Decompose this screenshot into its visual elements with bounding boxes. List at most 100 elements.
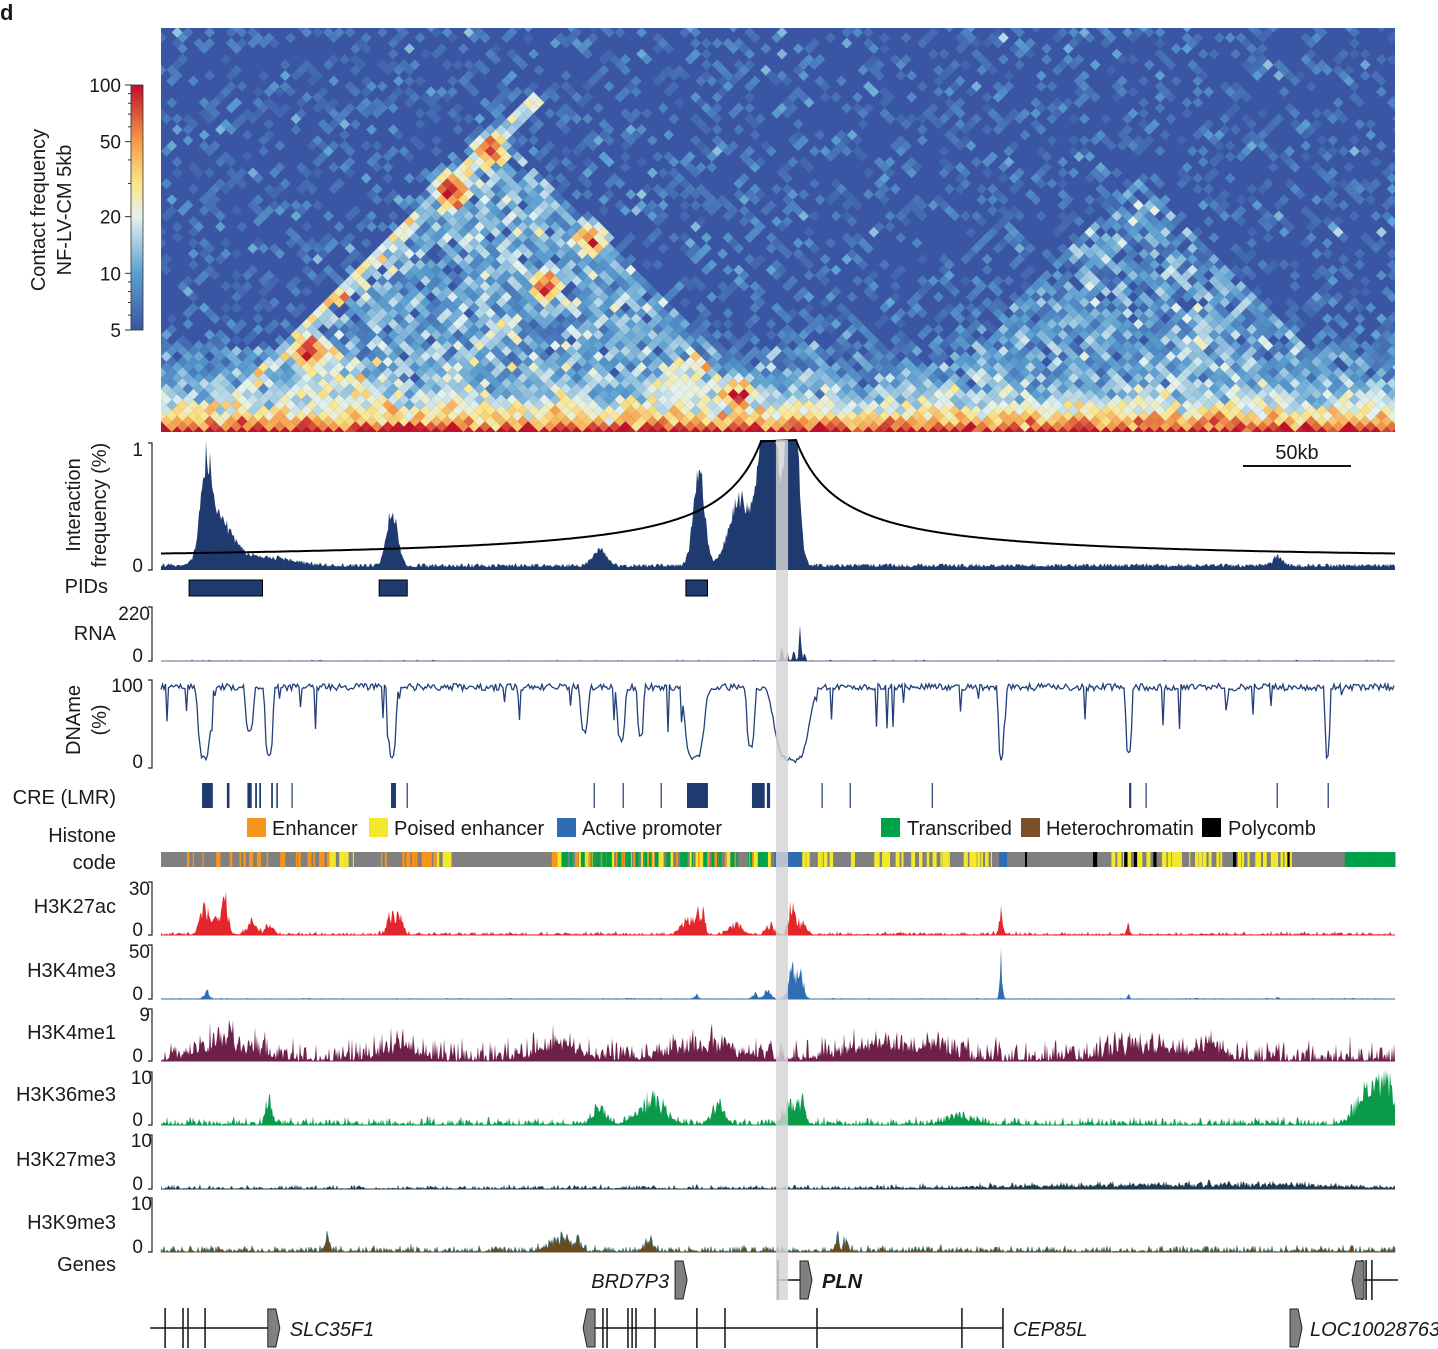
heatmap-cell — [571, 297, 583, 308]
heatmap-cell — [360, 324, 372, 335]
heatmap-cell — [495, 286, 507, 297]
heatmap-cell — [107, 362, 118, 373]
heatmap-cell — [296, 334, 307, 346]
heatmap-cell — [69, 313, 80, 324]
heatmap-cell — [431, 232, 442, 243]
heatmap-cell — [506, 70, 518, 81]
heatmap-cell — [4, 259, 15, 270]
heatmap-cell — [198, 421, 210, 432]
heatmap-cell — [48, 400, 59, 411]
heatmap-cell — [684, 162, 696, 173]
heatmap-cell — [231, 334, 242, 346]
heatmap-cell — [447, 151, 458, 162]
heatmap-cell — [539, 145, 550, 157]
heatmap-cell — [150, 211, 161, 222]
heatmap-cell — [506, 318, 518, 330]
heatmap-cell — [479, 216, 491, 227]
heatmap-cell — [387, 102, 399, 114]
heatmap-cell — [393, 421, 404, 432]
heatmap-cell — [215, 351, 226, 362]
heatmap-cell — [85, 243, 96, 254]
heatmap-cell — [48, 367, 59, 378]
heatmap-cell — [139, 427, 150, 438]
heatmap-cell — [285, 226, 296, 238]
heatmap-cell — [258, 405, 269, 416]
heatmap-cell — [555, 324, 566, 335]
heatmap-cell — [404, 237, 415, 249]
heatmap-cell — [555, 108, 566, 119]
heatmap-cell — [701, 37, 712, 49]
heatmap-cell — [242, 334, 253, 346]
heatmap-cell — [96, 351, 107, 362]
heatmap-cell — [236, 405, 248, 416]
heatmap-cell — [749, 75, 761, 87]
heatmap-cell — [58, 313, 69, 324]
heatmap-cell — [198, 270, 210, 281]
heatmap-cell — [333, 178, 345, 189]
heatmap-cell — [225, 102, 237, 114]
heatmap-cell — [53, 286, 64, 297]
heatmap-cell — [404, 280, 415, 292]
heatmap-cell — [620, 54, 631, 65]
heatmap-cell — [0, 200, 10, 211]
heatmap-cell — [350, 302, 361, 314]
heatmap-cell — [85, 383, 96, 394]
heatmap-cell — [377, 426, 388, 432]
heatmap-cell — [528, 253, 539, 265]
heatmap-cell — [188, 345, 199, 357]
heatmap-cell — [404, 43, 415, 54]
heatmap-cell — [377, 351, 388, 362]
heatmap-cell — [566, 248, 577, 260]
heatmap-cell — [360, 367, 372, 378]
heatmap-cell — [560, 253, 572, 265]
heatmap-cell — [533, 259, 545, 270]
heatmap-cell — [333, 329, 345, 341]
heatmap-cell — [566, 86, 577, 98]
heatmap-cell — [603, 189, 615, 200]
heatmap-cell — [582, 167, 593, 179]
heatmap-cell — [420, 394, 431, 405]
heatmap-cell — [382, 313, 394, 324]
heatmap-cell — [232, 28, 242, 33]
heatmap-cell — [603, 275, 615, 287]
heatmap-cell — [468, 324, 480, 335]
heatmap-cell — [301, 28, 313, 38]
heatmap-cell — [566, 205, 577, 216]
heatmap-cell — [414, 388, 426, 400]
heatmap-cell — [522, 259, 534, 270]
heatmap-cell — [247, 167, 259, 179]
heatmap-cell — [161, 145, 172, 157]
heatmap-cell — [344, 156, 356, 168]
heatmap-cell — [188, 118, 199, 130]
heatmap-cell — [598, 248, 610, 260]
heatmap-cell — [198, 43, 210, 54]
heatmap-cell — [463, 297, 475, 308]
heatmap-cell — [193, 275, 205, 287]
heatmap-cell — [231, 421, 242, 432]
heatmap-cell — [161, 426, 172, 432]
heatmap-cell — [458, 270, 469, 281]
heatmap-cell — [350, 86, 361, 98]
heatmap-cell — [258, 210, 269, 222]
heatmap-cell — [474, 243, 485, 254]
heatmap-cell — [69, 410, 80, 421]
heatmap-cell — [387, 415, 399, 427]
heatmap-cell — [188, 378, 199, 389]
heatmap-cell — [420, 426, 431, 432]
heatmap-cell — [404, 75, 415, 87]
heatmap-cell — [539, 210, 550, 222]
heatmap-cell — [150, 362, 161, 373]
heatmap-cell — [728, 43, 739, 54]
heatmap-cell — [377, 329, 388, 341]
heatmap-cell — [431, 113, 442, 125]
heatmap-cell — [409, 91, 421, 103]
heatmap-cell — [344, 28, 356, 38]
heatmap-cell — [188, 183, 199, 195]
heatmap-cell — [161, 388, 167, 400]
heatmap-cell — [145, 32, 156, 43]
heatmap-cell — [323, 361, 334, 373]
heatmap-cell — [339, 259, 350, 270]
heatmap-cell — [863, 16, 874, 27]
heatmap-cell — [10, 383, 21, 394]
heatmap-cell — [123, 421, 134, 432]
